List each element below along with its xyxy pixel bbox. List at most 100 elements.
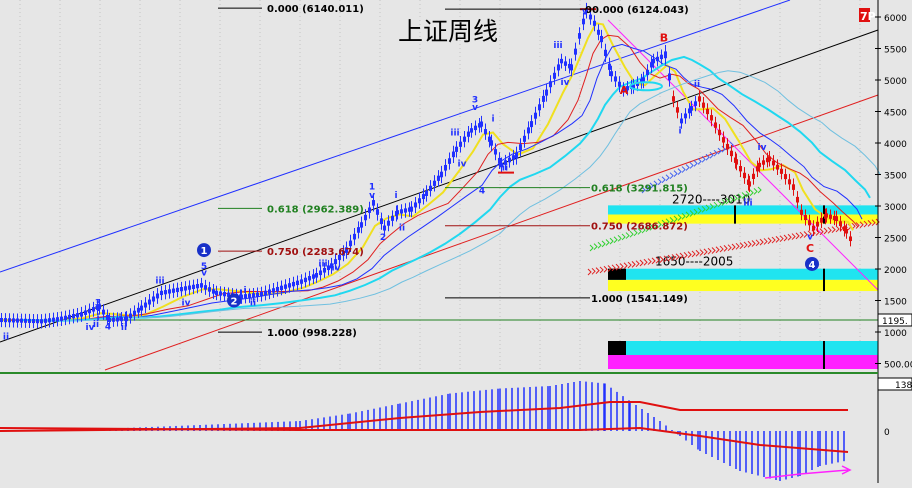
- price-bar-body: [56, 317, 59, 322]
- price-bar-body: [215, 290, 218, 296]
- price-bar-body: [76, 313, 79, 318]
- chevron-band-red: [627, 261, 632, 269]
- price-bar-body: [739, 165, 742, 172]
- chevron-band-green: [721, 199, 726, 206]
- price-bar-body: [106, 314, 109, 320]
- price-bar-body: [452, 151, 455, 158]
- price-bar-body: [92, 307, 95, 312]
- zone-upper-yellow: [608, 214, 878, 224]
- circled-wave-label: 2: [231, 297, 238, 308]
- chevron-band-red: [675, 253, 680, 261]
- price-bar-body: [425, 190, 428, 196]
- chevron-band-red: [803, 231, 808, 238]
- chevron-band-green: [629, 230, 634, 238]
- price-bar-body: [400, 209, 403, 214]
- price-bar-body: [500, 162, 503, 168]
- price-bar-body: [338, 254, 341, 260]
- price-bar-body: [570, 64, 573, 71]
- wave-label: v: [472, 103, 478, 113]
- price-bar-body: [368, 207, 371, 213]
- price-bar-body: [319, 270, 322, 276]
- price-bar-body: [408, 207, 411, 212]
- indicator-zero-label: 0: [884, 428, 890, 438]
- price-bar-body: [68, 314, 71, 320]
- price-bar-body: [404, 208, 407, 213]
- wave-label: A: [620, 84, 629, 97]
- price-bar-body: [125, 316, 128, 322]
- chevron-band-red: [615, 263, 620, 271]
- price-bar-body: [622, 87, 625, 92]
- price-bar-body: [88, 308, 91, 314]
- chevron-band-red: [711, 247, 716, 254]
- chevron-band-red: [631, 261, 636, 268]
- price-bar-body: [357, 227, 360, 233]
- price-bar-body: [652, 58, 655, 64]
- chevron-band-red: [807, 230, 812, 238]
- price-bar-body: [192, 284, 195, 290]
- chevron-band-red: [703, 248, 708, 256]
- chevron-band-red: [755, 239, 760, 247]
- chevron-band-green: [589, 244, 594, 252]
- price-bar-body: [582, 18, 585, 25]
- price-bar-body: [726, 143, 729, 150]
- price-bar-body: [98, 304, 101, 310]
- price-bar-body: [642, 77, 645, 83]
- chevron-band-red: [799, 231, 804, 239]
- price-bar-body: [470, 128, 473, 133]
- wave-label: ii: [502, 164, 508, 174]
- corner-label: 7P: [860, 10, 876, 23]
- price-bar-body: [345, 247, 348, 253]
- price-bar-body: [444, 164, 447, 171]
- price-bar-body: [315, 273, 318, 278]
- chevron-band-green: [725, 197, 730, 205]
- chevron-band-red: [851, 222, 856, 230]
- price-bar-body: [148, 299, 151, 305]
- price-bar-body: [223, 292, 226, 297]
- chevron-band-green: [661, 219, 666, 227]
- price-bar-body: [48, 318, 51, 323]
- chevron-band-red: [819, 228, 824, 236]
- fib-right-label: 00.000 (6124.043): [585, 5, 689, 16]
- price-bar-body: [480, 121, 483, 127]
- price-bar-body: [512, 155, 515, 160]
- chevron-band-red: [699, 249, 704, 256]
- chevron-band-red: [867, 220, 872, 227]
- chevron-band-blue: [717, 147, 722, 155]
- wave-label: iv: [332, 263, 341, 273]
- price-bar-body: [839, 221, 842, 227]
- chevron-band-green: [737, 193, 742, 201]
- chevron-band-green: [705, 204, 710, 212]
- price-bar-body: [474, 125, 477, 131]
- wave-label: iii: [450, 128, 459, 138]
- current-price-box: [877, 313, 912, 327]
- chevron-band-blue: [693, 160, 698, 167]
- chevron-band-red: [623, 262, 628, 270]
- zone-lower-cyan: [608, 268, 878, 280]
- price-bar-body: [484, 129, 487, 135]
- circled-wave-label: 4: [809, 260, 816, 271]
- wave-label: iii: [318, 259, 327, 269]
- price-bar-body: [589, 14, 592, 20]
- wave-label: ii: [121, 323, 127, 333]
- chevron-band-green: [741, 192, 746, 199]
- y-axis-tick-label: 4000: [884, 140, 907, 150]
- price-bar-body: [60, 316, 63, 321]
- chevron-band-red: [643, 258, 648, 266]
- price-bar-body: [553, 72, 556, 79]
- chevron-band-red: [859, 221, 864, 229]
- wave-label: iv: [458, 159, 467, 169]
- price-bar-body: [530, 121, 533, 128]
- y-axis-tick-label: 1000: [884, 329, 907, 339]
- price-bar-body: [560, 58, 563, 64]
- price-bar-body: [640, 79, 643, 84]
- price-bar-body: [440, 171, 443, 178]
- price-bar-body: [312, 274, 315, 279]
- price-bar-body: [463, 136, 466, 142]
- chevron-band-red: [719, 245, 724, 253]
- chevron-band-green: [745, 190, 750, 198]
- price-bar-body: [8, 318, 11, 323]
- zone-lower-block: [608, 268, 626, 280]
- ma-cyan: [19, 55, 871, 322]
- price-bar-body: [288, 283, 291, 288]
- chevron-band-red: [831, 226, 836, 233]
